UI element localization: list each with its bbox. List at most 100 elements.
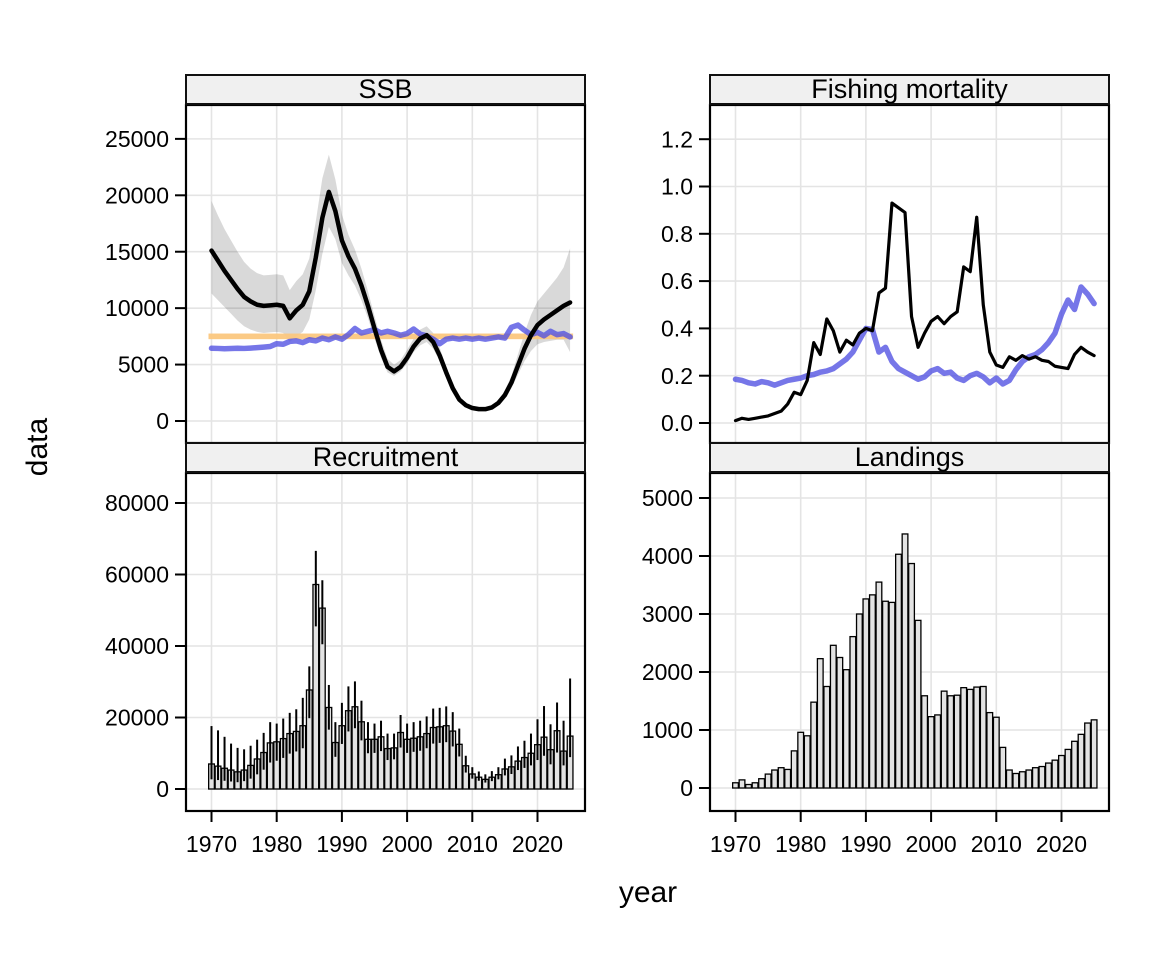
bar-2008 xyxy=(979,685,987,789)
bar-2018 xyxy=(1044,762,1052,789)
bar-1971 xyxy=(738,779,746,789)
y-tick-label: 60000 xyxy=(105,562,169,588)
y-tick-label: 3000 xyxy=(642,601,693,627)
bar-2003 xyxy=(947,695,955,789)
bar-1978 xyxy=(784,768,792,789)
bar-1990 xyxy=(862,598,870,789)
panel-title-fishing-mortality: Fishing mortality xyxy=(811,74,1008,104)
bar-2015 xyxy=(1025,769,1033,789)
panel-border xyxy=(708,471,1111,813)
y-tick-label: 15000 xyxy=(105,239,169,265)
y-tick-label: 1.2 xyxy=(661,126,693,152)
y-tick-label: 1.0 xyxy=(661,174,693,200)
y-tick-label: 0 xyxy=(156,408,169,434)
bar-2007 xyxy=(973,686,981,789)
y-tick-label: 1000 xyxy=(642,717,693,743)
y-tick-label: 5000 xyxy=(642,485,693,511)
bar-1998 xyxy=(914,619,922,789)
bar-2025 xyxy=(1090,719,1098,789)
bar-2009 xyxy=(986,711,994,789)
bar-2020 xyxy=(1057,754,1065,789)
bar-2005 xyxy=(960,687,968,789)
bar-1975 xyxy=(764,773,772,789)
x-tick-label: 2020 xyxy=(512,831,563,857)
y-tick-label: 20000 xyxy=(105,182,169,208)
bar-1982 xyxy=(810,701,818,789)
panel-ssb: 0 5000 10000 15000 20000 25000 xyxy=(105,103,587,445)
panel-strip-recruitment: Recruitment xyxy=(185,442,586,473)
x-axis-label: year xyxy=(618,876,678,909)
bar-2014 xyxy=(1018,771,1026,789)
blue-reference-line xyxy=(208,322,573,352)
bar-1986 xyxy=(836,656,844,789)
bar-2021 xyxy=(1064,748,1072,789)
bar-1983 xyxy=(816,658,824,789)
bar-1996 xyxy=(901,533,909,789)
y-tick-label: 0.8 xyxy=(661,221,693,247)
bar-1974 xyxy=(758,778,766,789)
panel-title-recruitment: Recruitment xyxy=(312,442,459,472)
bar-1981 xyxy=(803,735,811,789)
bar-1976 xyxy=(771,769,779,789)
x-tick-label: 2000 xyxy=(906,831,957,857)
bar-1984 xyxy=(823,685,831,789)
y-tick-label: 5000 xyxy=(118,352,169,378)
bar-1973 xyxy=(751,782,759,789)
x-tick-label: 1970 xyxy=(710,831,761,857)
panel-border xyxy=(184,471,587,813)
bar-2000 xyxy=(927,716,935,789)
y-tick-label: 0 xyxy=(156,776,169,802)
bar-1999 xyxy=(921,695,929,789)
y-tick-label: 0.0 xyxy=(661,410,693,436)
panel-recruitment: 0 20000 40000 60000 80000 1970 1980 1990 2000 201… xyxy=(105,471,587,857)
x-tick-label: 1970 xyxy=(186,831,237,857)
y-tick-label: 0 xyxy=(680,775,693,801)
y-tick-label: 10000 xyxy=(105,295,169,321)
bar-1979 xyxy=(790,750,798,789)
bar-2016 xyxy=(1031,767,1039,789)
bar-2002 xyxy=(940,690,948,789)
y-axis-label: data xyxy=(21,417,54,477)
bar-1977 xyxy=(777,767,785,789)
panel-strip-ssb: SSB xyxy=(185,74,586,105)
bar-1992 xyxy=(875,581,883,789)
bar-1989 xyxy=(855,613,863,789)
x-tick-label: 1980 xyxy=(775,831,826,857)
bar-2013 xyxy=(1012,772,1020,789)
panel-title-landings: Landings xyxy=(854,442,965,472)
bar-1993 xyxy=(881,600,889,789)
panel-landings: 0 1000 2000 3000 4000 5000 1970 1980 1990 2000 201… xyxy=(642,471,1111,857)
y-tick-label: 2000 xyxy=(642,659,693,685)
y-tick-label: 0.2 xyxy=(661,363,693,389)
panel-strip-landings: Landings xyxy=(709,442,1110,473)
x-tick-label: 1980 xyxy=(251,831,302,857)
confidence-band xyxy=(211,154,571,411)
bar-1994 xyxy=(888,601,896,789)
bar-1988 xyxy=(849,635,857,789)
orange-reference-band xyxy=(208,333,574,340)
x-tick-label: 2020 xyxy=(1036,831,1087,857)
panel-strip-fishing-mortality: Fishing mortality xyxy=(709,74,1110,105)
y-tick-label: 4000 xyxy=(642,543,693,569)
x-tick-label: 2010 xyxy=(447,831,498,857)
bar-2004 xyxy=(953,694,961,789)
bar-2023 xyxy=(1077,733,1085,789)
panel-title-ssb: SSB xyxy=(358,74,413,104)
bar-1987 xyxy=(842,669,850,789)
bar-2017 xyxy=(1038,765,1046,789)
x-tick-label: 2000 xyxy=(382,831,433,857)
bar-1991 xyxy=(868,594,876,789)
bar-2011 xyxy=(999,746,1007,789)
x-tick-label: 1990 xyxy=(316,831,367,857)
bar-2022 xyxy=(1071,740,1079,789)
panel-fishing-mortality: 0.0 0.2 0.4 0.6 0.8 1.0 1.2 xyxy=(661,103,1111,445)
f-blue-reference-line xyxy=(732,284,1097,388)
x-tick-label: 1990 xyxy=(840,831,891,857)
x-tick-label: 2010 xyxy=(971,831,1022,857)
bar-2024 xyxy=(1084,722,1092,789)
bar-2001 xyxy=(934,714,942,789)
y-tick-label: 80000 xyxy=(105,490,169,516)
bar-2019 xyxy=(1051,759,1059,789)
